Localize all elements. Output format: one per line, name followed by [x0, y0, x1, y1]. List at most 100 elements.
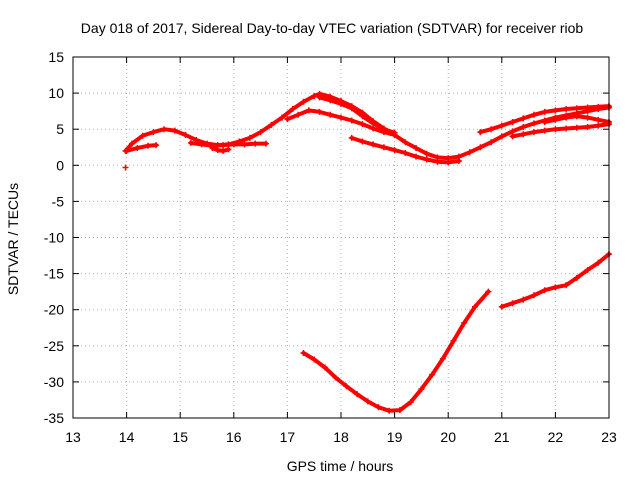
plot-frame: [72, 56, 610, 419]
data-point: [134, 144, 141, 151]
data-point: [520, 115, 527, 122]
y-tick-label: -30: [44, 374, 64, 390]
data-point: [413, 153, 420, 160]
data-point: [573, 113, 580, 120]
y-tick-label: -10: [44, 230, 64, 246]
data-point: [187, 139, 194, 146]
series-track: [301, 289, 491, 413]
data-point: [332, 374, 339, 381]
data-point: [391, 147, 398, 154]
data-point: [498, 303, 505, 310]
y-tick-label: -25: [44, 338, 64, 354]
data-point: [209, 144, 216, 151]
chart-title: Day 018 of 2017, Sidereal Day-to-day VTE…: [81, 20, 584, 36]
data-point: [498, 133, 505, 140]
data-point: [423, 156, 430, 163]
data-point: [595, 122, 602, 129]
data-point: [466, 149, 473, 156]
data-point: [364, 398, 371, 405]
data-point: [284, 116, 291, 123]
data-point: [380, 144, 387, 151]
data-point: [423, 150, 430, 157]
data-point: [268, 121, 275, 128]
data-point: [402, 139, 409, 146]
data-point: [230, 141, 237, 148]
data-point: [316, 94, 323, 101]
data-point: [300, 350, 307, 357]
series-track-8: [477, 103, 612, 136]
data-point: [488, 139, 495, 146]
data-point: [434, 158, 441, 165]
data-point: [477, 129, 484, 136]
data-point: [122, 164, 129, 171]
data-points: [122, 90, 612, 414]
series-track-11: [300, 288, 492, 414]
y-tick-label: -20: [44, 302, 64, 318]
data-point: [520, 296, 527, 303]
data-point: [128, 140, 135, 147]
data-point: [380, 126, 387, 133]
data-point: [520, 124, 527, 131]
x-tick-label: 19: [387, 429, 403, 445]
data-point: [145, 142, 152, 149]
data-point: [429, 371, 436, 378]
data-point: [445, 159, 452, 166]
data-point: [311, 92, 318, 99]
data-point: [584, 266, 591, 273]
data-point: [359, 138, 366, 145]
y-tick-label: -5: [52, 193, 65, 209]
data-point: [418, 386, 425, 393]
data-point: [396, 407, 403, 414]
series-track-3: [187, 139, 269, 149]
data-point: [439, 355, 446, 362]
data-point: [552, 284, 559, 291]
data-point: [541, 287, 548, 294]
data-point: [530, 129, 537, 136]
data-point: [198, 141, 205, 148]
data-point: [509, 118, 516, 125]
x-tick-label: 17: [280, 429, 296, 445]
data-point: [338, 114, 344, 121]
data-point: [257, 129, 264, 136]
series-track: [499, 252, 611, 309]
data-point: [246, 134, 253, 141]
x-tick-label: 23: [601, 429, 617, 445]
data-point: [241, 141, 248, 148]
data-point: [295, 111, 302, 118]
data-point: [552, 107, 559, 114]
data-point: [584, 124, 591, 131]
series-track-2: [123, 142, 160, 154]
data-point: [552, 126, 559, 133]
y-tick-label: 5: [56, 121, 64, 137]
data-point: [455, 157, 462, 164]
data-point: [327, 111, 334, 118]
data-point: [584, 114, 591, 121]
y-tick-label: -35: [44, 410, 64, 426]
data-point: [584, 104, 591, 111]
data-point: [498, 122, 505, 129]
data-point: [530, 111, 537, 118]
data-point: [300, 98, 307, 105]
data-point: [123, 147, 130, 154]
series-track-12: [498, 251, 612, 310]
data-point: [450, 337, 457, 344]
data-point: [311, 356, 318, 363]
data-point: [509, 300, 516, 307]
data-point: [375, 404, 382, 411]
y-tick-label: 10: [48, 85, 64, 101]
data-point: [488, 126, 495, 133]
data-point: [595, 103, 602, 110]
data-point: [305, 107, 312, 114]
data-point: [563, 105, 570, 112]
y-tick-label: -15: [44, 266, 64, 282]
data-point: [354, 391, 361, 398]
data-point: [407, 399, 414, 406]
data-point: [370, 125, 377, 132]
data-point: [461, 319, 468, 326]
data-point: [530, 292, 537, 299]
series-track-4: [209, 144, 232, 154]
data-point: [214, 147, 221, 154]
data-point: [552, 116, 559, 123]
